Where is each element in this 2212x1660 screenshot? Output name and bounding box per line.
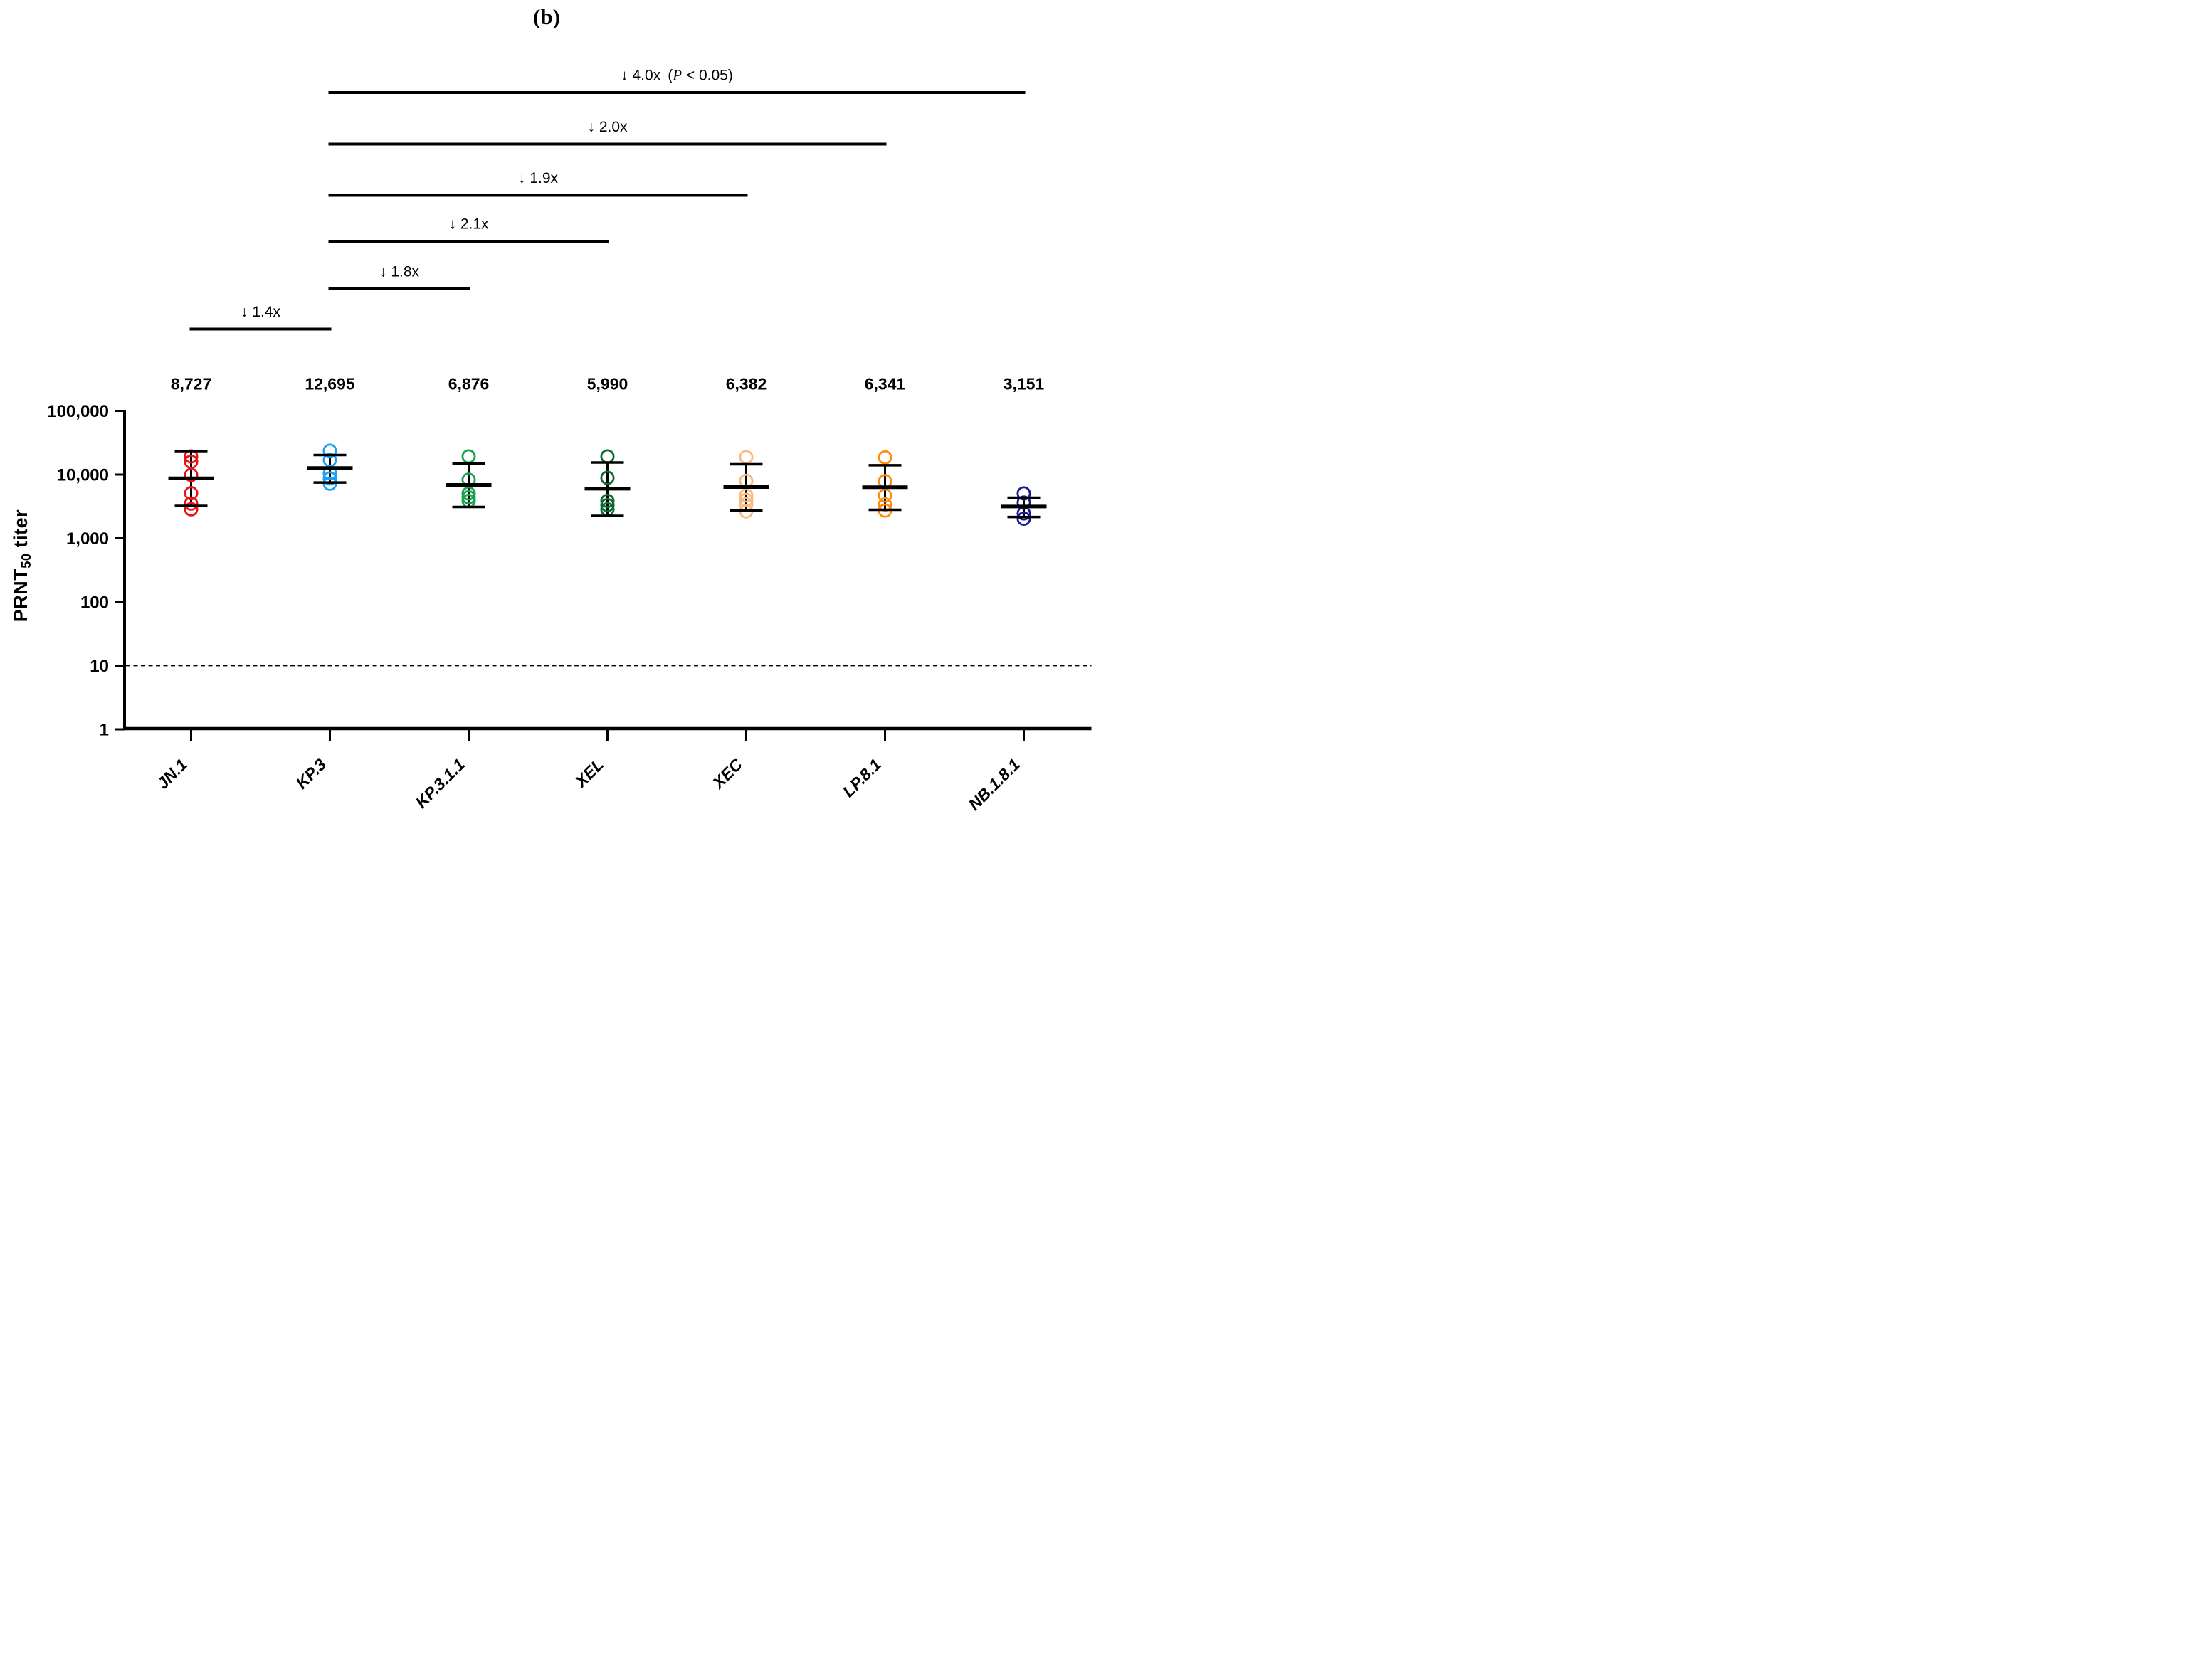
data-point xyxy=(878,450,892,465)
group-KP.3 xyxy=(307,443,353,491)
x-category-label-LP.8.1: LP.8.1 xyxy=(839,755,885,800)
comparison-1.8x: ↓ 1.8x xyxy=(328,264,470,290)
group-LP.8.1 xyxy=(862,450,908,518)
comparison-label: ↓ 1.8x xyxy=(379,264,420,280)
data-point xyxy=(600,470,615,485)
fold-arrow-icon: ↓ xyxy=(241,304,252,320)
fold-arrow-icon: ↓ xyxy=(379,264,391,280)
gmt-label: 5,990 xyxy=(587,375,628,393)
data-point xyxy=(1016,486,1031,501)
group-XEC xyxy=(723,450,769,519)
data-point xyxy=(739,450,754,465)
data-point xyxy=(184,467,199,482)
gmt-label: 6,341 xyxy=(865,375,906,393)
group-KP.3.1.1 xyxy=(446,449,492,509)
fold-value: 1.9x xyxy=(530,170,558,186)
group-XEL xyxy=(584,449,631,517)
comparison-label: ↓ 1.9x xyxy=(518,170,559,186)
comparison-1.9x: ↓ 1.9x xyxy=(328,170,748,197)
group-JN.1 xyxy=(168,449,214,517)
fold-arrow-icon: ↓ xyxy=(587,119,599,135)
fold-arrow-icon: ↓ xyxy=(621,68,632,84)
gmt-label: 6,382 xyxy=(726,375,767,393)
x-category-label-JN.1: JN.1 xyxy=(153,755,191,793)
group-NB.1.8.1 xyxy=(1001,486,1047,526)
data-point xyxy=(600,449,615,464)
x-category-label-KP.3: KP.3 xyxy=(293,755,330,793)
data-point xyxy=(600,497,615,512)
data-point xyxy=(461,486,476,501)
x-category-label-XEL: XEL xyxy=(571,755,607,791)
y-tick-label: 10 xyxy=(90,657,109,676)
comparison-2.0x: ↓ 2.0x xyxy=(328,119,887,146)
fold-value: 4.0x xyxy=(633,68,661,84)
x-category-label-XEC: XEC xyxy=(708,755,747,793)
y-tick-label: 10,000 xyxy=(57,466,109,485)
comparison-4.0x: ↓ 4.0x (P < 0.05) xyxy=(328,67,1026,94)
data-point xyxy=(184,502,199,517)
fold-value: 2.0x xyxy=(599,119,628,135)
data-point xyxy=(322,471,337,486)
y-tick-label: 100 xyxy=(80,593,109,613)
p-value-open: ( xyxy=(668,68,673,84)
y-tick-label: 100,000 xyxy=(47,402,109,421)
p-value-symbol: P xyxy=(672,67,682,84)
panel-title: (b) xyxy=(533,4,560,29)
y-tick-label: 1,000 xyxy=(66,529,109,549)
fold-value: 1.8x xyxy=(391,264,419,280)
p-value-rest: < 0.05) xyxy=(682,68,733,84)
comparison-2.1x: ↓ 2.1x xyxy=(328,216,609,243)
x-category-label-NB.1.8.1: NB.1.8.1 xyxy=(964,755,1023,814)
comparison-label: ↓ 1.4x xyxy=(241,304,281,320)
data-point xyxy=(461,449,476,464)
comparison-label: ↓ 2.0x xyxy=(587,119,628,135)
x-category-label-KP.3.1.1: KP.3.1.1 xyxy=(411,755,468,812)
data-point xyxy=(184,496,199,511)
gmt-label: 12,695 xyxy=(305,375,355,393)
fold-arrow-icon: ↓ xyxy=(518,170,530,186)
fold-arrow-icon: ↓ xyxy=(448,216,460,233)
gmt-label: 6,876 xyxy=(448,375,490,393)
comparison-label: ↓ 2.1x xyxy=(448,216,489,233)
data-point xyxy=(184,486,199,501)
gmt-label: 3,151 xyxy=(1004,375,1045,393)
data-point xyxy=(1016,511,1031,526)
comparison-label: ↓ 4.0x (P < 0.05) xyxy=(621,67,733,84)
y-tick-label: 1 xyxy=(100,721,109,740)
data-point xyxy=(739,488,754,503)
fold-value: 1.4x xyxy=(252,304,280,320)
comparison-1.4x: ↓ 1.4x xyxy=(189,304,332,331)
data-point xyxy=(878,488,892,503)
data-point xyxy=(322,443,337,458)
data-point xyxy=(600,494,615,509)
fold-value: 2.1x xyxy=(460,216,489,233)
gmt-label: 8,727 xyxy=(171,375,212,393)
prnt50-scatter-chart: ↓ 4.0x (P < 0.05)↓ 2.0x↓ 1.9x↓ 2.1x↓ 1.8x… xyxy=(47,67,1092,814)
data-point xyxy=(461,490,476,504)
